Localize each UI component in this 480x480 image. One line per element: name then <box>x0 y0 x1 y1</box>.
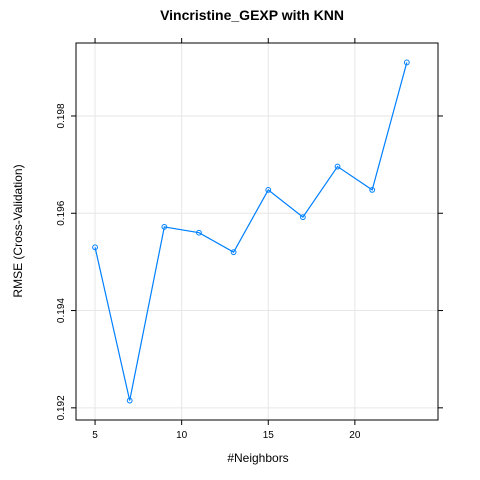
y-tick-label: 0.198 <box>56 103 67 128</box>
axis-ticks: 5 10 15 20 0.192 0.194 0.196 0.198 <box>56 38 443 441</box>
data-point <box>161 223 168 230</box>
data-point <box>230 249 237 256</box>
x-axis-label: #Neighbors <box>227 451 288 465</box>
x-tick-label: 5 <box>92 430 98 441</box>
y-tick-label: 0.192 <box>56 395 67 420</box>
data-point <box>334 163 341 170</box>
data-point <box>403 59 410 66</box>
x-tick-label: 15 <box>263 430 275 441</box>
x-tick-label: 20 <box>349 430 361 441</box>
data-point <box>92 244 98 251</box>
chart-title: Vincristine_GEXP with KNN <box>160 7 344 23</box>
y-tick-label: 0.194 <box>56 298 67 323</box>
grid <box>76 43 438 420</box>
x-tick-label: 10 <box>176 430 188 441</box>
data-point <box>299 214 306 221</box>
series-line <box>94 62 408 401</box>
series <box>92 59 410 404</box>
y-tick-label: 0.196 <box>56 200 67 225</box>
data-point <box>369 187 376 193</box>
data-point <box>126 397 133 404</box>
plot-frame <box>75 42 439 421</box>
y-axis-label: RMSE (Cross-Validation) <box>11 164 25 297</box>
data-point <box>196 229 202 236</box>
data-point <box>265 187 272 193</box>
